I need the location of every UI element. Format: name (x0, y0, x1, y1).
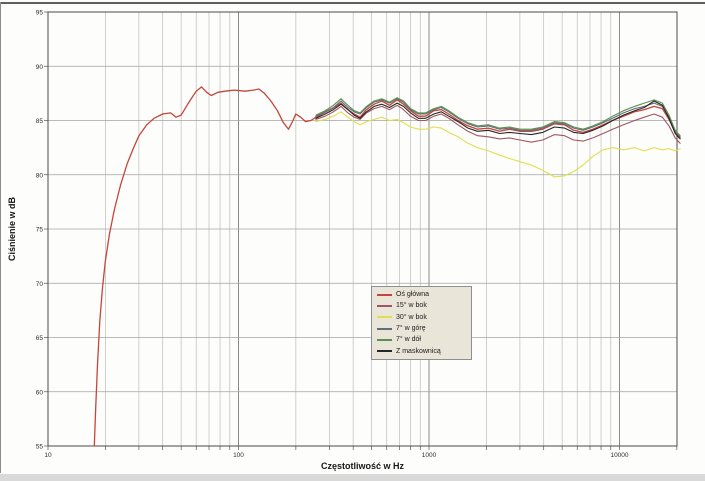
curve-6 (315, 100, 681, 140)
curve-5 (315, 97, 681, 137)
x-tick-label: 100 (233, 452, 244, 459)
legend-row: Oś główna (377, 291, 466, 298)
legend-row: 30° w bok (377, 314, 466, 321)
legend-line-swatch (377, 338, 392, 341)
plot-border (47, 11, 678, 447)
y-tick-label: 55 (36, 444, 44, 451)
y-tick-label: 95 (36, 10, 44, 17)
legend-line-swatch (377, 316, 392, 319)
page-border-left (0, 2, 1, 473)
page-border-bottom (0, 474, 705, 481)
y-tick-label: 90 (36, 64, 44, 71)
y-tick-label: 60 (36, 389, 44, 396)
legend-line-swatch (377, 327, 392, 330)
y-axis-title: Ciśnienie w dB (7, 197, 17, 262)
y-tick-label: 80 (36, 172, 44, 179)
legend-label: Oś główna (396, 291, 430, 299)
x-tick-label: 10000 (610, 452, 628, 459)
legend-label: 7° w dół (396, 336, 421, 344)
y-tick-label: 65 (36, 335, 44, 342)
y-tick-label: 70 (36, 281, 44, 288)
legend-label: 7° w górę (396, 325, 426, 333)
legend-row: 7° w dół (377, 336, 466, 343)
curve-2 (315, 104, 681, 144)
legend-row: 7° w górę (377, 325, 466, 332)
legend-label: 30° w bok (396, 313, 427, 321)
legend: Oś główna 15° w bok 30° w bok 7° w górę 7° w… (371, 286, 472, 360)
legend-line-swatch (377, 350, 392, 353)
x-tick-label: 10 (44, 452, 52, 459)
y-tick-label: 85 (36, 118, 44, 125)
legend-label: 15° w bok (396, 302, 427, 310)
legend-row: 15° w bok (377, 302, 466, 309)
legend-row: Z maskownicą (377, 348, 466, 355)
x-axis-title: Częstotliwość w Hz (320, 461, 404, 471)
curve-3 (315, 111, 681, 178)
page-border-top (0, 2, 705, 4)
y-tick-label: 75 (36, 227, 44, 234)
x-tick-label: 1000 (422, 452, 437, 459)
legend-line-swatch (377, 293, 392, 296)
legend-label: Z maskownicą (396, 347, 441, 355)
legend-line-swatch (377, 304, 392, 307)
curve-4 (315, 98, 681, 138)
